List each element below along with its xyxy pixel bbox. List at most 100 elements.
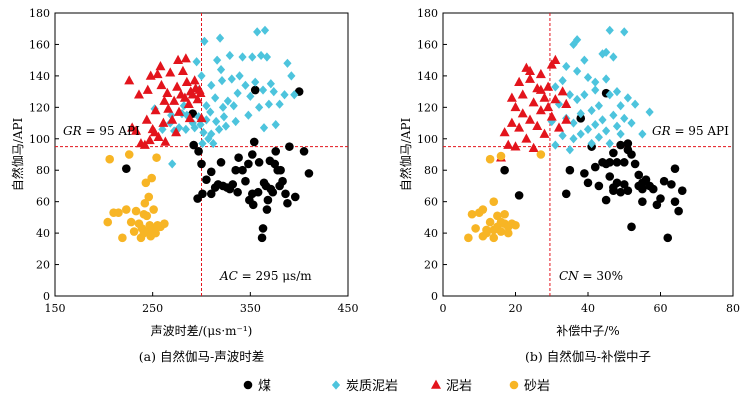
point-mud: [181, 76, 192, 86]
point-coal: [276, 165, 285, 175]
point-coal: [619, 158, 629, 167]
point-sand: [141, 178, 151, 188]
point-carb: [167, 110, 176, 120]
annotation-x-threshold: AC = 295 μs/m: [219, 269, 312, 283]
point-coal: [663, 233, 673, 243]
y-tick-label: 40: [36, 227, 50, 240]
point-mud: [131, 125, 142, 135]
point-carb: [214, 124, 224, 134]
point-carb: [612, 121, 622, 131]
y-axis-label: 自然伽马/API: [398, 117, 413, 191]
point-coal: [630, 159, 640, 169]
point-carb: [218, 102, 228, 112]
point-carb: [216, 65, 226, 75]
point-mud: [525, 65, 535, 75]
point-carb: [616, 101, 625, 111]
annotation-x-threshold-var: AC: [219, 269, 238, 283]
point-sand: [464, 233, 473, 243]
point-carb: [569, 118, 578, 128]
point-coal: [231, 165, 240, 175]
point-mud: [153, 131, 164, 142]
y-tick-label: 80: [36, 164, 50, 177]
point-carb: [587, 138, 596, 149]
point-coal: [257, 233, 267, 243]
point-carb: [246, 91, 255, 101]
point-coal: [254, 158, 264, 167]
panel-b: 0 20 40 60 80 100 120 140 160 180 0 20 40 60 80 GR = 95…: [398, 7, 740, 364]
point-coal: [234, 153, 243, 162]
point-mud: [196, 112, 207, 123]
point-coal: [648, 184, 658, 194]
point-sand: [126, 217, 136, 227]
point-carb: [602, 47, 611, 57]
point-carb: [594, 132, 603, 142]
y-tick-label: 100: [417, 133, 438, 146]
point-carb: [223, 96, 232, 106]
point-mud: [510, 141, 521, 151]
point-carb: [215, 33, 225, 43]
point-sand: [485, 154, 495, 164]
point-coal: [285, 142, 294, 151]
annotation-gr-var: GR: [652, 124, 671, 138]
point-coal: [594, 181, 604, 191]
point-carb: [206, 107, 215, 117]
point-carb: [199, 127, 208, 138]
point-coal: [601, 195, 611, 205]
point-mud: [142, 84, 153, 94]
point-coal: [616, 140, 625, 150]
legend-label-sand: 砂岩: [524, 379, 550, 394]
y-tick-label: 60: [36, 196, 50, 209]
point-coal: [670, 164, 680, 173]
point-coal: [638, 184, 647, 194]
legend-label-coal: 煤: [258, 379, 271, 394]
point-carb: [202, 101, 211, 111]
point-carb: [591, 120, 600, 130]
x-tick-label: 20: [509, 302, 523, 315]
point-coal: [206, 189, 216, 199]
point-coal: [248, 200, 258, 210]
point-mud: [150, 105, 161, 115]
point-carb: [616, 129, 625, 139]
point-carb: [241, 80, 250, 90]
legend-marker-coal: [243, 380, 253, 390]
point-mud: [167, 114, 178, 124]
point-sand: [482, 225, 491, 235]
point-carb: [266, 79, 275, 89]
point-mud: [503, 139, 514, 149]
point-coal: [283, 198, 292, 208]
y-tick-label: 160: [417, 38, 438, 51]
point-mud: [139, 139, 150, 149]
point-carb: [565, 145, 574, 155]
legend-marker-mud: [431, 379, 441, 389]
point-carb: [179, 101, 189, 111]
point-coal: [281, 189, 290, 199]
point-mud: [152, 68, 163, 79]
point-carb: [256, 50, 266, 61]
point-carb: [253, 27, 262, 37]
point-mud: [535, 84, 546, 94]
point-sand: [121, 205, 131, 214]
point-carb: [612, 87, 622, 97]
y-tick-label: 80: [424, 164, 438, 177]
point-carb: [580, 90, 589, 100]
annotation-gr-rest: = 95 API: [671, 124, 730, 138]
point-carb: [196, 120, 205, 130]
y-axis-label: 自然伽马/API: [10, 117, 25, 191]
panel-caption: (b) 自然伽马-补偿中子: [525, 349, 651, 364]
point-sand: [149, 205, 158, 214]
point-carb: [620, 113, 629, 123]
point-mud: [543, 81, 554, 91]
point-sand: [503, 228, 513, 238]
point-mud: [184, 112, 195, 123]
point-sand: [489, 197, 499, 206]
y-tick-label: 20: [424, 259, 438, 272]
point-coal: [667, 180, 676, 189]
point-coal: [268, 187, 278, 197]
x-axis-label: 补偿中子/%: [556, 323, 619, 338]
point-carb: [229, 101, 238, 111]
point-carb: [645, 107, 654, 117]
y-tick-label: 140: [417, 70, 438, 83]
point-carb: [207, 129, 216, 139]
point-carb: [158, 124, 167, 134]
x-tick-label: 350: [240, 302, 261, 315]
